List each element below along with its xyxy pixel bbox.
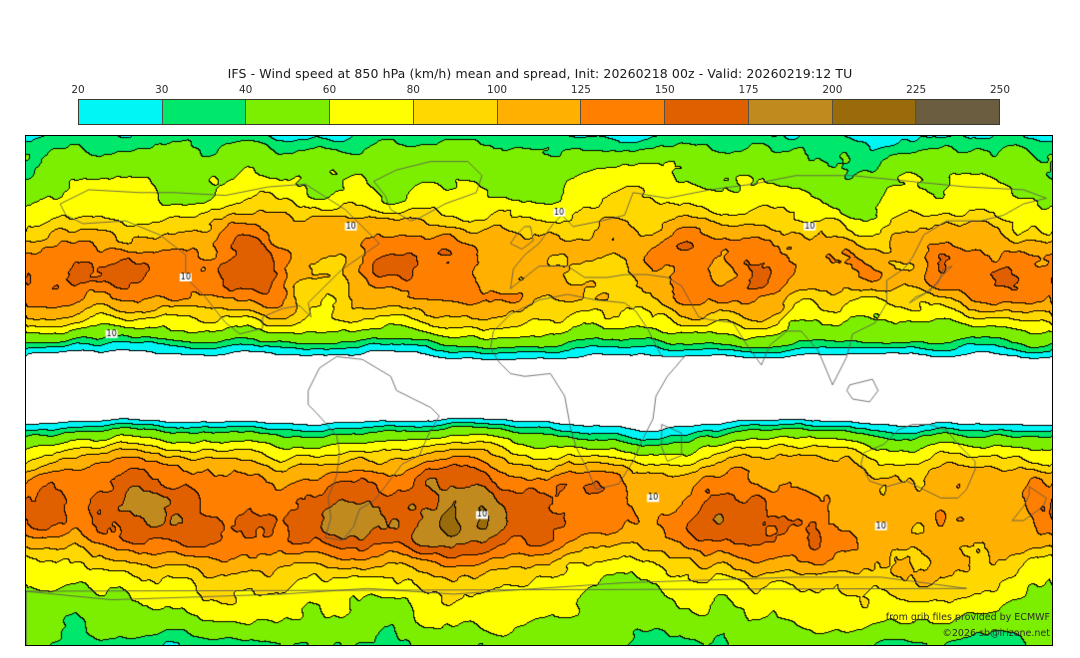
page-title: IFS - Wind speed at 850 hPa (km/h) mean … bbox=[227, 66, 853, 81]
colorbar-swatch-200-225 bbox=[832, 100, 917, 124]
colorbar-tick-20: 20 bbox=[71, 84, 85, 96]
credit-copyright: ©2026 sb@irizone.net bbox=[942, 628, 1050, 639]
colorbar-swatch-80-100 bbox=[413, 100, 498, 124]
map-panel[interactable] bbox=[25, 135, 1053, 646]
colorbar-swatch-60-80 bbox=[330, 100, 414, 124]
colorbar-swatch-30-40 bbox=[162, 100, 247, 124]
colorbar-tick-125: 125 bbox=[570, 84, 591, 96]
colorbar-swatch-100-125 bbox=[497, 100, 582, 124]
colorbar-tick-80: 80 bbox=[406, 84, 420, 96]
colorbar-tick-40: 40 bbox=[238, 84, 253, 96]
colorbar-tick-100: 100 bbox=[487, 84, 508, 96]
colorbar-tick-225: 225 bbox=[906, 84, 927, 96]
colorbar-tick-200: 200 bbox=[822, 84, 843, 96]
colorbar-tick-175: 175 bbox=[738, 84, 759, 96]
credit-source: from grib files provided by ECMWF bbox=[885, 612, 1050, 623]
colorbar-tick-60: 60 bbox=[322, 84, 337, 96]
colorbar-swatch-125-150 bbox=[581, 100, 666, 124]
colorbar-swatch-225-250 bbox=[916, 100, 1000, 124]
colorbar bbox=[78, 99, 1000, 125]
wind-speed-field-map[interactable] bbox=[26, 136, 1052, 645]
colorbar-tick-250: 250 bbox=[989, 84, 1011, 96]
colorbar-swatch-150-175 bbox=[665, 100, 749, 124]
colorbar-tick-30: 30 bbox=[155, 84, 169, 96]
colorbar-swatch-175-200 bbox=[748, 100, 833, 124]
colorbar-tick-150: 150 bbox=[654, 84, 675, 96]
colorbar-swatch-40-60 bbox=[246, 100, 331, 124]
colorbar-tick-labels: 20 30 40 60 80 100 125 150 175 200 225 250 bbox=[71, 84, 1010, 98]
colorbar-swatch-20-30 bbox=[79, 100, 163, 124]
colorbar-swatches bbox=[78, 99, 1000, 125]
